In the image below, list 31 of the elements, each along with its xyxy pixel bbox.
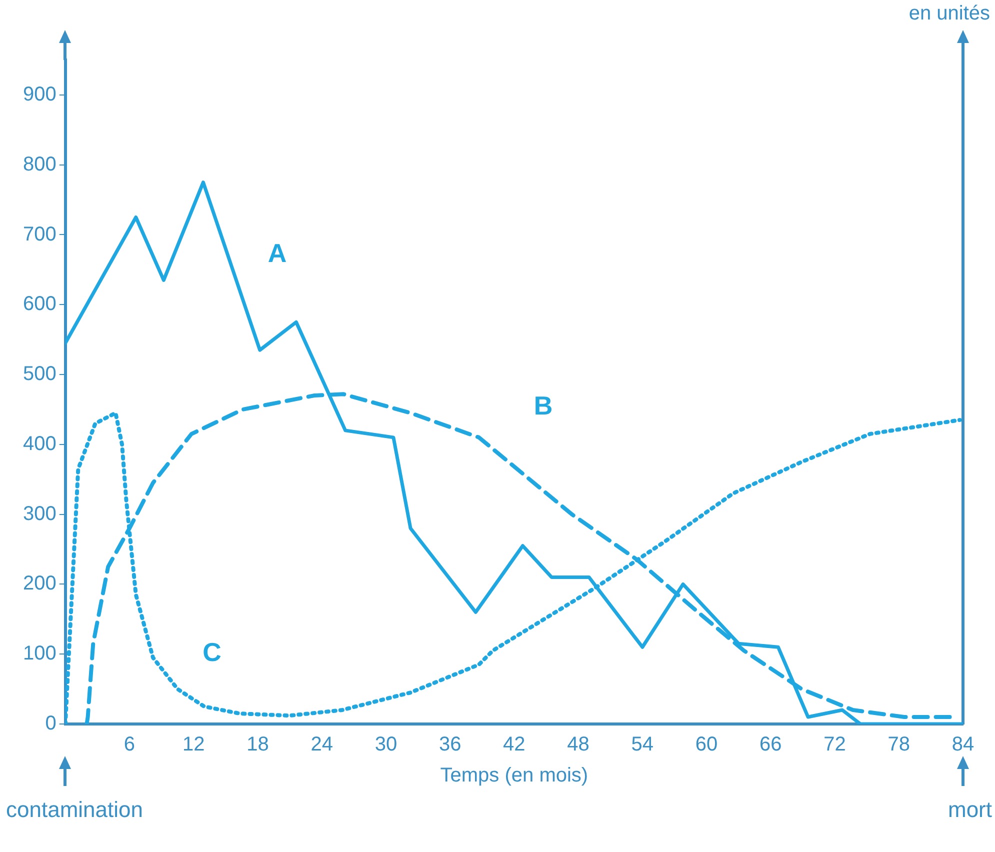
x-tick-label: 6 bbox=[124, 734, 136, 756]
y-tick-label: 700 bbox=[22, 223, 56, 246]
series-label: A bbox=[268, 238, 287, 268]
x-tick-label: 24 bbox=[310, 734, 333, 756]
text: mort bbox=[948, 797, 992, 822]
x-tick-label: 48 bbox=[567, 734, 590, 756]
y-tick-label: 300 bbox=[22, 502, 56, 525]
series-label: C bbox=[202, 637, 222, 668]
x-tick-label: 30 bbox=[374, 734, 398, 756]
y-tick-label: 500 bbox=[22, 363, 56, 386]
y-tick-label: 600 bbox=[22, 293, 56, 316]
y-tick-label: 800 bbox=[22, 153, 56, 176]
x-tick-label: 84 bbox=[952, 734, 974, 756]
text: contamination bbox=[6, 797, 143, 822]
y2-axis-title: en unités bbox=[908, 2, 990, 25]
y-tick-label: 100 bbox=[22, 642, 56, 665]
x-tick-label: 18 bbox=[246, 734, 269, 756]
x-tick-label: 66 bbox=[760, 734, 782, 756]
y-tick-label: 400 bbox=[22, 432, 56, 455]
x-tick-label: 72 bbox=[824, 734, 846, 756]
x-tick-label: 36 bbox=[438, 734, 462, 756]
y-tick-label: 200 bbox=[22, 572, 56, 595]
x-tick-label: 42 bbox=[503, 734, 526, 756]
x-tick-label: 54 bbox=[631, 734, 654, 756]
x-tick-label: 78 bbox=[888, 734, 910, 756]
y-tick-label: 0 bbox=[45, 712, 56, 735]
x-tick-label: 60 bbox=[695, 734, 718, 756]
series-label: B bbox=[534, 390, 553, 421]
y-tick-label: 900 bbox=[22, 83, 56, 106]
x-axis-title: Temps (en mois) bbox=[440, 764, 588, 787]
x-tick-label: 12 bbox=[182, 734, 205, 756]
